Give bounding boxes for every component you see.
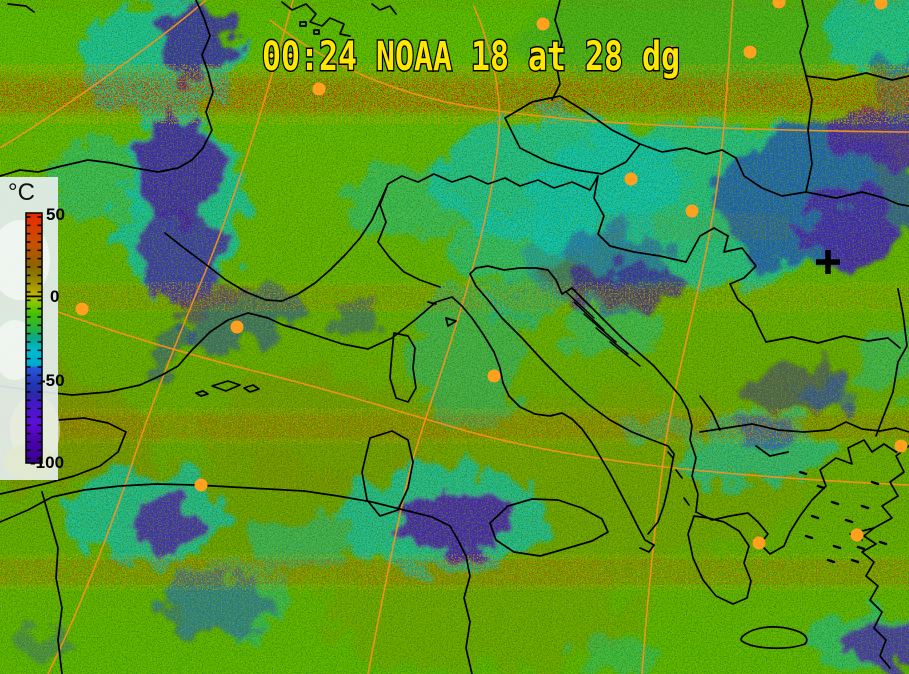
city-marker	[850, 528, 864, 542]
city-marker	[743, 45, 757, 59]
city-marker	[230, 320, 244, 334]
legend-tick-0: 0	[50, 287, 59, 306]
city-marker	[663, 45, 677, 59]
cross-marker	[816, 250, 840, 274]
temperature-legend: °C 50 0 -50 -100	[0, 177, 65, 480]
city-marker	[894, 439, 908, 453]
city-marker	[752, 536, 766, 550]
city-marker	[312, 82, 326, 96]
city-marker	[772, 0, 786, 9]
city-marker	[685, 204, 699, 218]
city-marker	[874, 0, 888, 10]
graticule-line	[269, 19, 909, 133]
graticule-line	[47, 0, 294, 674]
legend-tick-neg50: -50	[40, 371, 65, 390]
city-marker	[624, 172, 638, 186]
city-marker	[75, 302, 89, 316]
legend-tick-neg100: -100	[30, 453, 64, 472]
graticule-line	[0, 0, 207, 149]
legend-zero-line	[26, 295, 42, 298]
legend-tick-50: 50	[46, 205, 65, 224]
graticule-line	[641, 0, 734, 674]
graticule-line	[0, 289, 909, 486]
city-markers-layer	[75, 0, 908, 550]
city-marker	[487, 369, 501, 383]
legend-unit-label: °C	[8, 179, 35, 206]
city-marker	[194, 478, 208, 492]
image-title: 00:24 NOAA 18 at 28 dg	[262, 34, 680, 80]
graticule-line	[367, 5, 501, 674]
city-marker	[536, 17, 550, 31]
